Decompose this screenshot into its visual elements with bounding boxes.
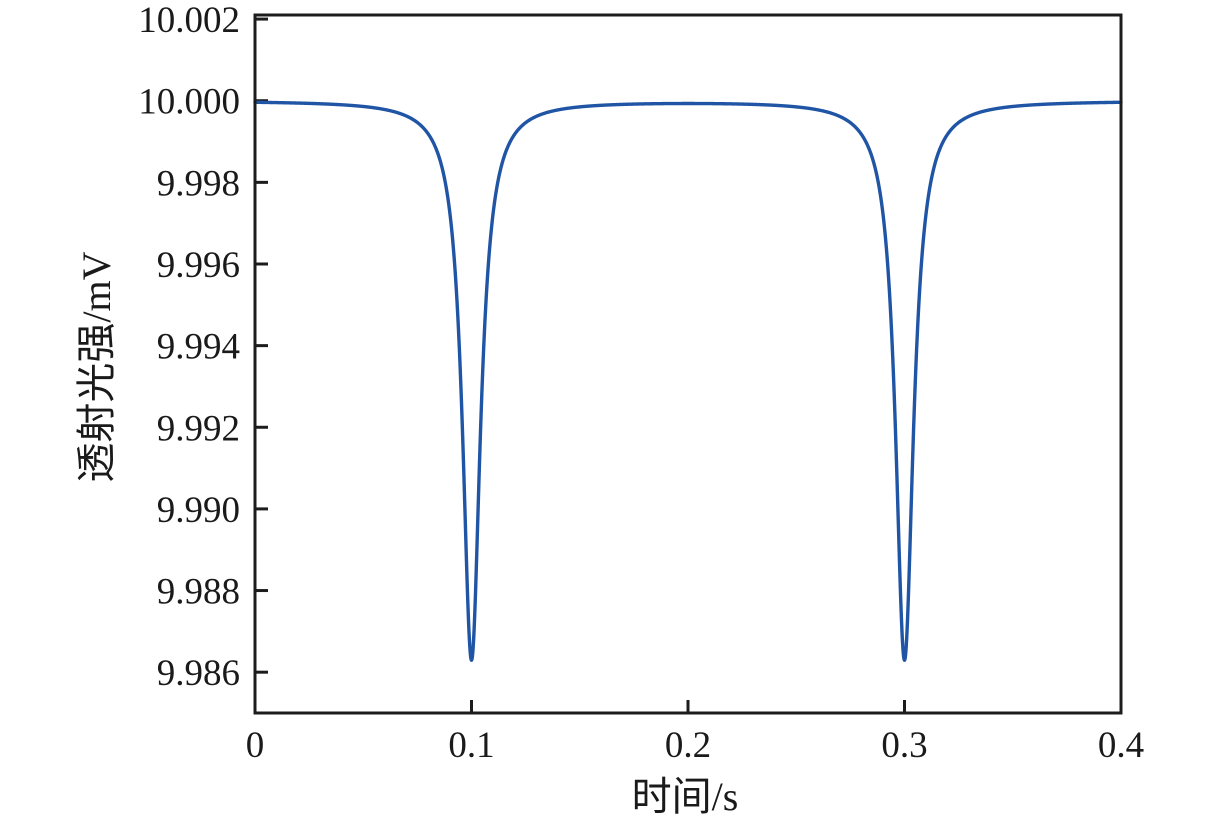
x-axis-tick-labels: 0 0.1 0.2 0.3 0.4 bbox=[246, 725, 1144, 766]
plot-frame bbox=[253, 13, 1123, 715]
plot-area bbox=[255, 15, 1121, 713]
y-tick-label: 9.992 bbox=[157, 408, 240, 449]
x-tick-label: 0.2 bbox=[665, 725, 711, 766]
y-axis-tick-labels: 10.002 10.000 9.998 9.996 9.994 9.992 9.990 9.9… bbox=[138, 0, 240, 694]
y-tick-label: 9.994 bbox=[157, 327, 240, 368]
y-axis-title: 透射光强/mV bbox=[74, 251, 119, 482]
y-tick-label: 10.000 bbox=[138, 82, 240, 123]
y-tick-label: 9.988 bbox=[157, 572, 240, 613]
y-tick-label: 9.998 bbox=[157, 163, 240, 204]
y-tick-label: 9.990 bbox=[157, 490, 240, 531]
data-line-transmitted-intensity bbox=[253, 100, 1123, 662]
x-tick-label: 0.3 bbox=[881, 725, 927, 766]
x-tick-label: 0.4 bbox=[1098, 725, 1144, 766]
x-axis-title: 时间/s bbox=[632, 774, 739, 819]
x-tick-label: 0.1 bbox=[448, 725, 494, 766]
x-tick-label: 0 bbox=[246, 725, 265, 766]
y-tick-label: 9.986 bbox=[157, 653, 240, 694]
y-tick-label: 9.996 bbox=[157, 245, 240, 286]
y-tick-label: 10.002 bbox=[138, 0, 240, 41]
